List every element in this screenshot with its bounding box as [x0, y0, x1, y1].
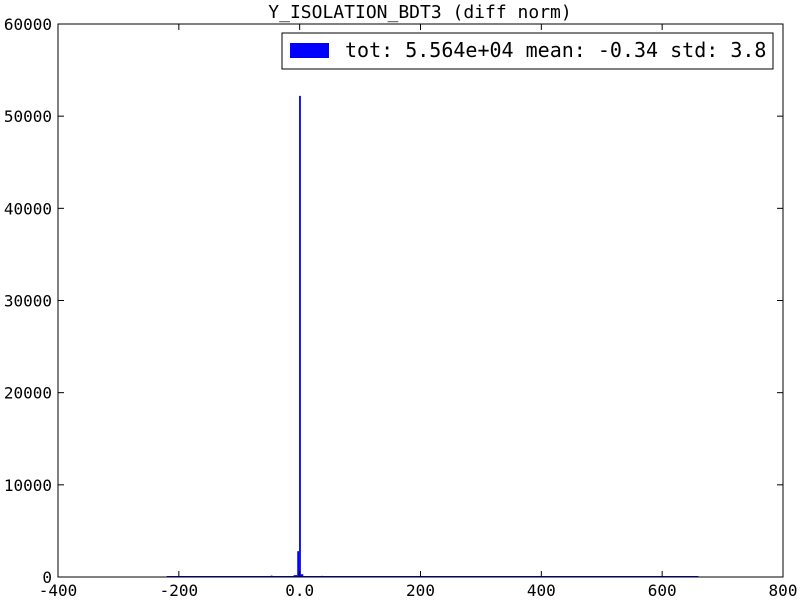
y-axis: 0 10000 20000 30000 40000 50000 60000	[4, 15, 783, 587]
histogram-bar	[297, 551, 300, 577]
histogram-bar	[299, 95, 301, 577]
y-tick-label: 0	[42, 568, 52, 587]
histogram-bar	[321, 575, 324, 577]
x-tick-label: 600	[648, 581, 677, 600]
histogram-bars	[166, 95, 699, 578]
x-tick-label: 0.0	[285, 581, 314, 600]
x-tick-label: 400	[527, 581, 556, 600]
x-tick-label: 200	[406, 581, 435, 600]
chart-title: Y_ISOLATION_BDT3 (diff norm)	[268, 2, 571, 23]
legend: tot: 5.564e+04 mean: -0.34 std: 3.8	[281, 32, 774, 70]
y-tick-label: 20000	[4, 384, 52, 403]
y-tick-label: 10000	[4, 476, 52, 495]
x-tick-label: -200	[160, 581, 199, 600]
y-tick-label: 30000	[4, 292, 52, 311]
x-tick-label: -400	[39, 581, 78, 600]
legend-label: tot: 5.564e+04 mean: -0.34 std: 3.8	[345, 38, 766, 62]
x-axis: -400 -200 0.0 200 400 600 800	[39, 24, 798, 600]
histogram-bar	[293, 575, 298, 577]
plot-frame	[57, 23, 784, 578]
histogram-bar	[270, 575, 273, 577]
y-tick-label: 60000	[4, 15, 52, 34]
legend-swatch	[290, 43, 329, 58]
x-tick-label: 800	[769, 581, 798, 600]
histogram-bar	[300, 574, 304, 577]
y-tick-label: 40000	[4, 199, 52, 218]
legend-box	[281, 32, 774, 70]
y-tick-label: 50000	[4, 107, 52, 126]
